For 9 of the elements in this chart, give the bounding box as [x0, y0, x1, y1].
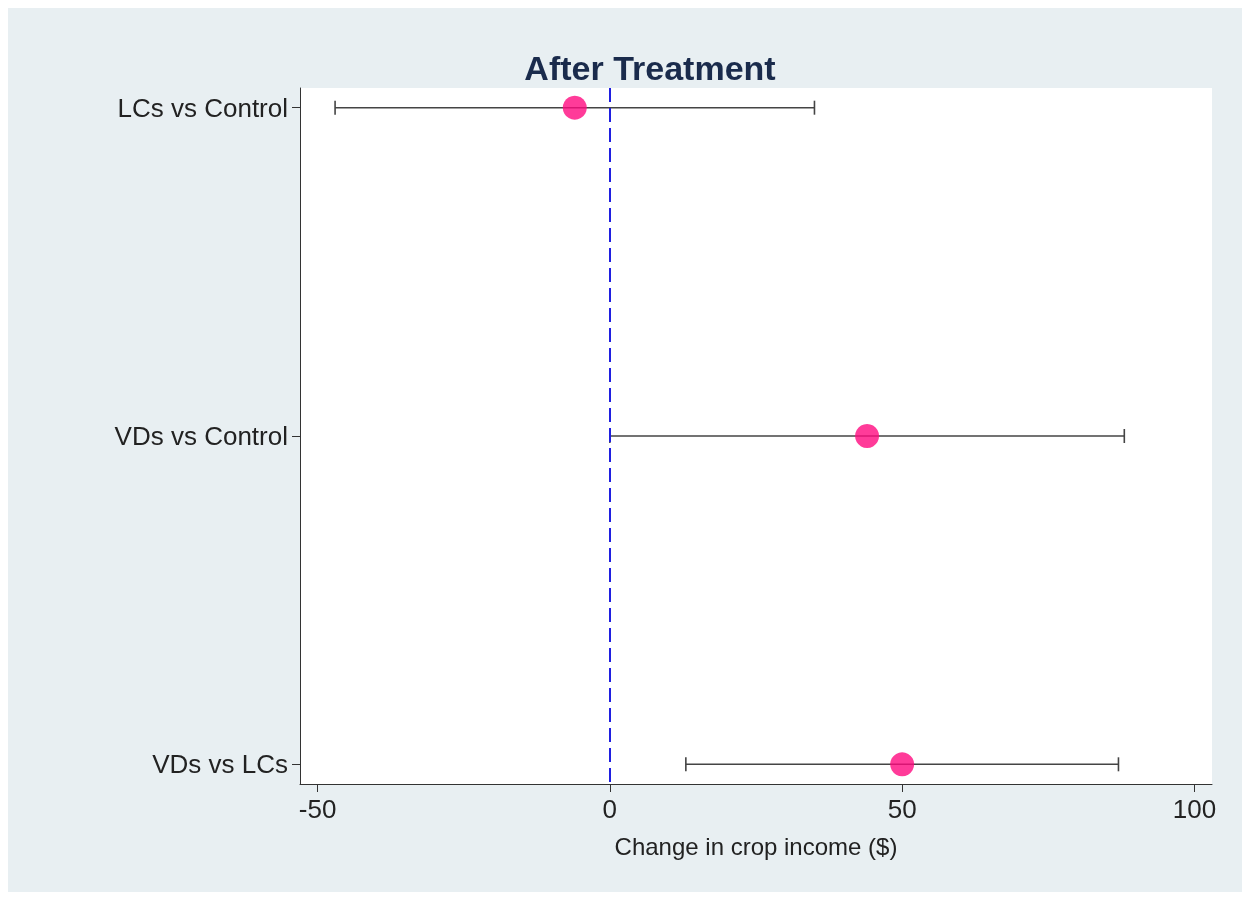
y-tick-label: LCs vs Control — [117, 92, 288, 123]
x-tick-label: -50 — [298, 794, 337, 824]
y-tick-label: VDs vs Control — [114, 421, 288, 451]
chart-title: After Treatment — [524, 49, 776, 87]
x-tick-label: 0 — [602, 794, 618, 824]
x-axis-title: Change in crop income ($) — [614, 832, 898, 860]
y-tick-label: VDs vs LCs — [152, 749, 288, 780]
x-tick-label: 100 — [1172, 794, 1217, 824]
x-tick-label: 50 — [887, 794, 917, 824]
